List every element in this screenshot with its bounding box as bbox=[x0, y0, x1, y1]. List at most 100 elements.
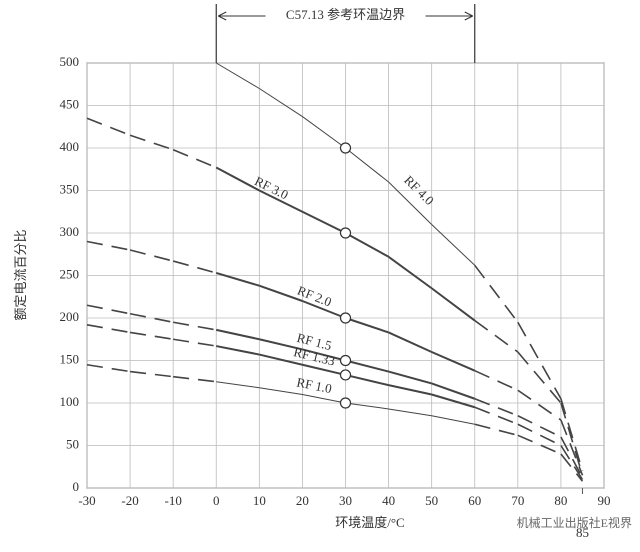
curve-segment bbox=[474, 398, 519, 417]
point-marker bbox=[339, 227, 352, 239]
x-note-label: 85 bbox=[576, 525, 589, 540]
curve-segment bbox=[431, 287, 476, 322]
curve-segment bbox=[215, 271, 260, 287]
curve-segment bbox=[474, 423, 519, 437]
curve-segment bbox=[560, 402, 584, 476]
curve-segment bbox=[259, 387, 303, 395]
y-tick-label: 400 bbox=[60, 139, 80, 154]
curve-segment bbox=[86, 117, 131, 136]
curve-segment bbox=[301, 210, 346, 234]
curve-segment bbox=[86, 363, 131, 373]
curve-segment bbox=[86, 304, 131, 315]
curve-segment bbox=[129, 249, 174, 262]
curve-segment bbox=[388, 331, 433, 353]
curve-segment bbox=[215, 166, 260, 192]
curve-segment bbox=[431, 351, 476, 372]
y-axis-label: 额定电流百分比 bbox=[13, 229, 28, 320]
y-tick-label: 100 bbox=[60, 394, 80, 409]
y-tick-label: 150 bbox=[60, 351, 80, 366]
curve-segment bbox=[388, 408, 432, 417]
x-tick-label: 30 bbox=[339, 493, 352, 508]
curve-segment bbox=[129, 370, 174, 378]
curve-segment bbox=[560, 398, 584, 472]
x-tick-label: -30 bbox=[78, 493, 95, 508]
curve-segment bbox=[431, 415, 475, 425]
curve-segment bbox=[172, 148, 217, 169]
curve-segment bbox=[387, 255, 433, 290]
curve-segment bbox=[172, 260, 217, 274]
y-tick-label: 50 bbox=[66, 436, 79, 451]
curve-segment bbox=[86, 240, 131, 251]
curve-segment bbox=[173, 321, 217, 331]
curve-segment bbox=[517, 434, 562, 455]
x-tick-label: 40 bbox=[382, 493, 395, 508]
x-tick-label: -10 bbox=[164, 493, 181, 508]
curve-segment bbox=[345, 359, 389, 373]
y-tick-label: 350 bbox=[60, 181, 80, 196]
curve-segment bbox=[302, 394, 346, 404]
curve-segment bbox=[86, 324, 131, 334]
y-tick-label: 450 bbox=[60, 96, 80, 111]
x-tick-label: 50 bbox=[425, 493, 438, 508]
x-tick-label: -20 bbox=[121, 493, 138, 508]
y-tick-label: 500 bbox=[60, 54, 80, 69]
curve-segment bbox=[517, 415, 562, 438]
x-tick-label: 90 bbox=[598, 493, 611, 508]
curve-segment bbox=[215, 62, 260, 89]
x-tick-label: 60 bbox=[468, 493, 481, 508]
curve-segment bbox=[388, 181, 433, 225]
curve-segment bbox=[259, 88, 303, 117]
curve-segment bbox=[216, 345, 260, 356]
curve-segment bbox=[129, 312, 174, 324]
x-tick-label: 0 bbox=[213, 493, 220, 508]
curve-segment bbox=[474, 369, 519, 391]
point-marker bbox=[339, 312, 352, 324]
point-marker bbox=[339, 369, 352, 381]
curve-segment bbox=[258, 189, 303, 213]
curve-segment bbox=[302, 300, 346, 319]
point-marker bbox=[339, 354, 352, 367]
curve-segment bbox=[345, 402, 389, 410]
y-tick-label: 250 bbox=[60, 266, 80, 281]
curve-segment bbox=[388, 370, 432, 385]
series-label: RF 3.0 bbox=[252, 173, 290, 202]
curve-segment bbox=[517, 321, 562, 400]
curve-segment bbox=[302, 363, 346, 376]
curve-segment bbox=[517, 351, 562, 404]
x-tick-label: 80 bbox=[554, 493, 567, 508]
curve-segment bbox=[474, 406, 519, 425]
x-tick-label: 70 bbox=[511, 493, 524, 508]
curve-segment bbox=[474, 319, 519, 353]
curve-segment bbox=[560, 445, 584, 480]
curve-segment bbox=[258, 284, 303, 302]
curve-segment bbox=[173, 338, 217, 347]
curve-segment bbox=[431, 382, 476, 400]
point-marker bbox=[339, 142, 352, 154]
curve-segment bbox=[302, 116, 346, 149]
curve-segment bbox=[388, 384, 432, 396]
curve-segment bbox=[173, 375, 217, 383]
curve-segment bbox=[560, 436, 584, 479]
curve-segment bbox=[517, 389, 562, 421]
y-tick-label: 200 bbox=[60, 309, 80, 324]
curve-segment bbox=[129, 331, 174, 341]
curve-segment bbox=[474, 264, 519, 323]
x-tick-label: 10 bbox=[253, 493, 266, 508]
series-label: RF 1.0 bbox=[295, 374, 333, 396]
curve-segment bbox=[345, 373, 389, 387]
curve-segment bbox=[216, 381, 260, 389]
x-tick-label: 20 bbox=[296, 493, 309, 508]
curve-segment bbox=[129, 134, 174, 151]
curve-segment bbox=[259, 353, 303, 366]
curve-segment bbox=[259, 338, 303, 351]
watermark: 机械工业出版社E视界 bbox=[517, 515, 632, 530]
curve-segment bbox=[345, 317, 389, 334]
curve-segment bbox=[560, 419, 584, 476]
curve-segment bbox=[345, 147, 389, 183]
y-tick-label: 0 bbox=[73, 479, 80, 494]
y-tick-label: 300 bbox=[60, 224, 80, 239]
x-axis-label: 环境温度/°C bbox=[335, 515, 404, 530]
point-marker bbox=[339, 397, 352, 409]
curve-segment bbox=[216, 328, 260, 341]
